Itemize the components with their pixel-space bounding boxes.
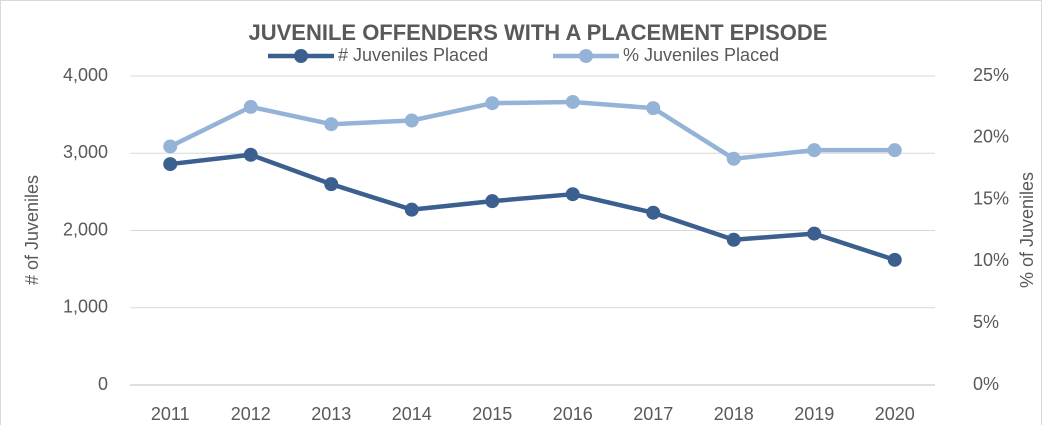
data-point <box>324 117 339 132</box>
data-point <box>324 177 339 192</box>
data-point <box>485 194 500 209</box>
data-point <box>485 96 500 111</box>
y2-tick-label: 0% <box>973 374 999 394</box>
y-axis-title: # of Juveniles <box>22 175 42 285</box>
x-tick-label: 2011 <box>151 404 190 424</box>
data-point <box>807 143 822 158</box>
y2-axis-title: % of Juveniles <box>1017 172 1037 288</box>
series-line <box>169 99 895 162</box>
x-tick-label: 2017 <box>633 404 673 424</box>
legend-marker <box>294 49 308 63</box>
data-point <box>565 94 580 109</box>
x-tick-label: 2014 <box>392 404 432 424</box>
y2-tick-label: 5% <box>973 312 999 332</box>
y-tick-label: 4,000 <box>63 65 108 85</box>
y-tick-label: 1,000 <box>63 297 108 317</box>
data-point <box>404 202 419 217</box>
series-line <box>169 152 896 262</box>
y-tick-label: 0 <box>98 374 108 394</box>
y2-tick-label: 25% <box>973 65 1009 85</box>
x-tick-label: 2013 <box>311 404 351 424</box>
data-point <box>243 147 258 162</box>
y2-tick-label: 20% <box>973 127 1009 147</box>
data-point <box>807 226 822 241</box>
data-point <box>887 143 902 158</box>
data-point <box>887 252 902 267</box>
data-point <box>565 187 580 202</box>
y-tick-label: 2,000 <box>63 219 108 239</box>
y2-tick-label: 10% <box>973 250 1009 270</box>
data-point <box>163 157 178 172</box>
chart-title: JUVENILE OFFENDERS WITH A PLACEMENT EPIS… <box>249 20 828 45</box>
x-tick-label: 2020 <box>875 404 915 424</box>
y2-tick-label: 15% <box>973 188 1009 208</box>
data-point <box>646 101 661 116</box>
data-point <box>726 151 741 166</box>
x-tick-label: 2016 <box>553 404 593 424</box>
x-tick-label: 2012 <box>231 404 271 424</box>
x-tick-label: 2015 <box>472 404 512 424</box>
legend-label: # Juveniles Placed <box>338 45 488 65</box>
y-tick-label: 3,000 <box>63 142 108 162</box>
data-point <box>726 232 741 247</box>
x-tick-label: 2018 <box>714 404 754 424</box>
data-point <box>243 99 258 114</box>
legend-label: % Juveniles Placed <box>623 45 779 65</box>
data-point <box>163 139 178 154</box>
data-point <box>646 205 661 220</box>
data-point <box>404 113 419 128</box>
x-tick-label: 2019 <box>794 404 834 424</box>
legend-marker <box>579 49 593 63</box>
